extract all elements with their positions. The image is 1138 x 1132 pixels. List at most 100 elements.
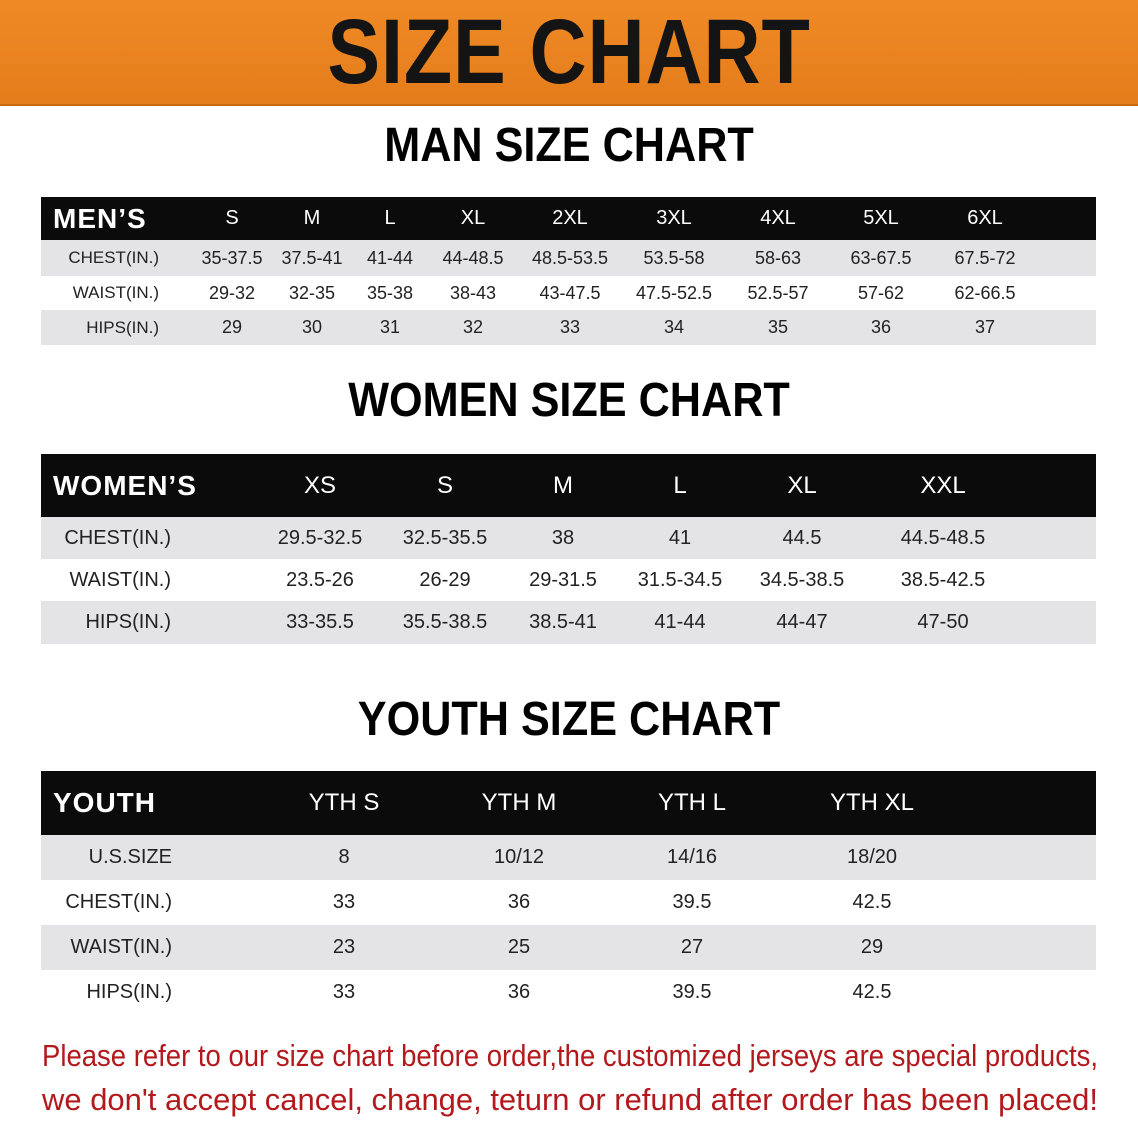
table-cell: 37 xyxy=(974,317,996,337)
men-title: MAN SIZE CHART xyxy=(384,119,754,172)
table-cell: 44.5-48.5 xyxy=(900,526,986,549)
table-cell: 29-32 xyxy=(208,282,256,303)
youth-header-label: YOUTH xyxy=(53,787,156,818)
size-header: YTH XL xyxy=(829,789,915,816)
table-cell: 53.5-58 xyxy=(643,247,705,268)
table-cell: 39.5 xyxy=(672,981,712,1003)
row-label: CHEST(IN.) xyxy=(68,248,159,267)
table-cell: 38.5-41 xyxy=(529,611,597,633)
table-cell: 67.5-72 xyxy=(954,247,1016,268)
table-cell: 30 xyxy=(301,317,323,337)
table-row: WAIST(IN.) 29-32 32-35 35-38 38-43 43-47.5 47.… xyxy=(41,276,1096,310)
table-cell: 34.5-38.5 xyxy=(759,568,845,591)
table-row: WAIST(IN.) 23 25 27 29 xyxy=(41,925,1096,970)
table-row: U.S.SIZE 8 10/12 14/16 18/20 xyxy=(41,835,1096,880)
table-cell: 47.5-52.5 xyxy=(635,282,713,303)
size-header: 5XL xyxy=(863,207,899,229)
women-size-table: WOMEN’S XS S M L XL XXL CHEST(IN.) 29.5-32.5 32.5… xyxy=(41,454,1096,644)
size-header: L xyxy=(384,207,396,229)
table-row: CHEST(IN.) 35-37.5 37.5-41 41-44 44-48.5 48.5… xyxy=(41,240,1096,276)
table-cell: 36 xyxy=(507,981,531,1003)
table-cell: 41 xyxy=(668,526,692,549)
table-cell: 35-38 xyxy=(366,282,414,303)
table-cell: 41-44 xyxy=(654,611,706,633)
table-cell: 35 xyxy=(767,317,789,337)
size-header: 6XL xyxy=(967,207,1003,229)
table-cell: 52.5-57 xyxy=(747,282,809,303)
table-row: CHEST(IN.) 29.5-32.5 32.5-35.5 38 41 44.5 44.5… xyxy=(41,517,1096,559)
youth-title: YOUTH SIZE CHART xyxy=(357,693,781,746)
table-cell: 41-44 xyxy=(366,247,414,268)
table-cell: 44.5 xyxy=(782,526,822,549)
table-cell: 38.5-42.5 xyxy=(900,568,986,591)
table-cell: 33 xyxy=(332,981,356,1003)
size-header: YTH M xyxy=(481,789,557,816)
row-label: WAIST(IN.) xyxy=(69,568,171,591)
size-header: XL xyxy=(787,471,817,499)
table-cell: 31 xyxy=(379,317,401,337)
row-label: CHEST(IN.) xyxy=(64,526,171,549)
table-cell: 43-47.5 xyxy=(539,282,601,303)
table-cell: 63-67.5 xyxy=(850,247,912,268)
size-header: M xyxy=(553,471,573,499)
table-cell: 29.5-32.5 xyxy=(277,526,363,549)
row-label: HIPS(IN.) xyxy=(86,317,159,337)
table-cell: 29 xyxy=(221,317,243,337)
size-header: S xyxy=(225,207,239,229)
table-cell: 32.5-35.5 xyxy=(402,526,488,549)
table-cell: 37.5-41 xyxy=(281,247,343,268)
table-cell: 26-29 xyxy=(419,568,471,591)
row-label: U.S.SIZE xyxy=(88,846,172,868)
row-label: HIPS(IN.) xyxy=(85,611,171,633)
women-title: WOMEN SIZE CHART xyxy=(348,374,790,427)
size-header: XXL xyxy=(920,471,966,499)
table-cell: 47-50 xyxy=(917,611,969,633)
table-cell: 34 xyxy=(663,317,685,337)
table-cell: 39.5 xyxy=(672,891,712,913)
row-label: CHEST(IN.) xyxy=(65,891,172,913)
youth-header-row: YOUTH YTH S YTH M YTH L YTH XL xyxy=(41,771,1096,835)
women-header-label: WOMEN’S xyxy=(53,469,197,501)
table-cell: 35.5-38.5 xyxy=(402,611,488,633)
women-header-row: WOMEN’S XS S M L XL XXL xyxy=(41,454,1096,517)
table-cell: 38-43 xyxy=(449,282,497,303)
banner: SIZE CHART xyxy=(0,0,1138,106)
table-cell: 44-47 xyxy=(776,611,828,633)
table-cell: 29-31.5 xyxy=(529,568,597,591)
table-cell: 27 xyxy=(680,936,704,958)
table-cell: 10/12 xyxy=(493,846,545,868)
size-header: 4XL xyxy=(760,207,796,229)
table-cell: 25 xyxy=(507,936,531,958)
table-cell: 42.5 xyxy=(852,891,892,913)
row-label: HIPS(IN.) xyxy=(86,981,172,1003)
table-row: HIPS(IN.) 33-35.5 35.5-38.5 38.5-41 41-44 44-… xyxy=(41,601,1096,644)
size-header: 3XL xyxy=(656,207,692,229)
table-cell: 32 xyxy=(462,317,484,337)
table-cell: 33-35.5 xyxy=(286,611,354,633)
table-cell: 57-62 xyxy=(857,282,905,303)
table-cell: 38 xyxy=(551,526,575,549)
notice-line-1: Please refer to our size chart before or… xyxy=(42,1038,1098,1073)
table-cell: 58-63 xyxy=(754,247,802,268)
youth-size-table: YOUTH YTH S YTH M YTH L YTH XL U.S.SIZE 8 10/12… xyxy=(41,771,1096,1015)
table-cell: 35-37.5 xyxy=(201,247,263,268)
table-cell: 14/16 xyxy=(666,846,718,868)
table-row: WAIST(IN.) 23.5-26 26-29 29-31.5 31.5-34.5 34… xyxy=(41,559,1096,601)
table-cell: 36 xyxy=(507,891,531,913)
table-cell: 18/20 xyxy=(846,846,898,868)
table-row: CHEST(IN.) 33 36 39.5 42.5 xyxy=(41,880,1096,925)
size-header: XS xyxy=(303,471,337,499)
table-cell: 33 xyxy=(332,891,356,913)
size-header: M xyxy=(303,207,321,229)
men-size-table: MEN’S S M L XL 2XL 3XL 4XL 5XL 6XL CHEST(IN.) 35-37… xyxy=(41,197,1096,345)
table-cell: 23.5-26 xyxy=(286,568,354,591)
row-label: WAIST(IN.) xyxy=(72,283,159,302)
banner-title: SIZE CHART xyxy=(327,1,811,103)
size-header: YTH L xyxy=(657,789,727,816)
table-row: HIPS(IN.) 33 36 39.5 42.5 xyxy=(41,970,1096,1015)
table-cell: 33 xyxy=(559,317,581,337)
table-cell: 36 xyxy=(870,317,892,337)
table-cell: 44-48.5 xyxy=(442,247,504,268)
table-row: HIPS(IN.) 29 30 31 32 33 34 35 36 37 xyxy=(41,310,1096,345)
table-cell: 32-35 xyxy=(288,282,336,303)
